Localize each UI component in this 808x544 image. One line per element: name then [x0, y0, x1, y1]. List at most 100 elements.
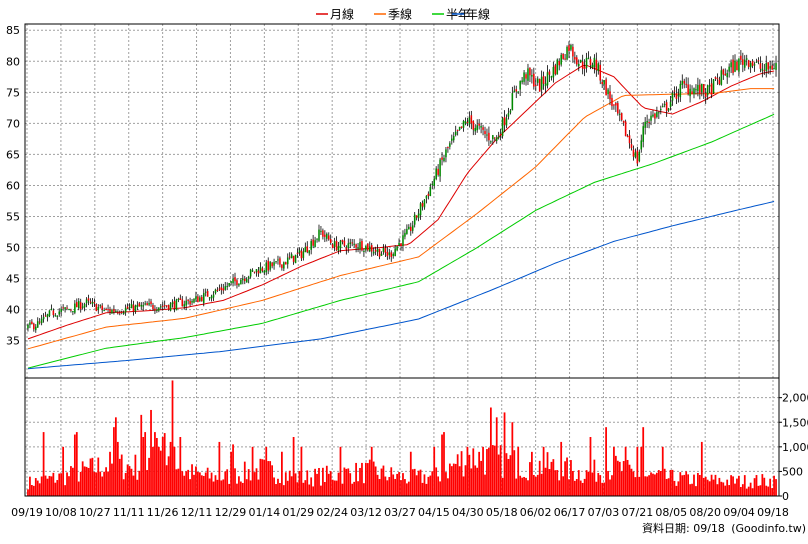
candle-body: [720, 70, 723, 85]
candle-body: [728, 66, 730, 72]
volume-bar: [470, 468, 473, 496]
candle-body: [44, 315, 47, 317]
volume-bar: [374, 466, 377, 496]
volume-bar: [48, 475, 51, 496]
candle-body: [673, 90, 676, 92]
candle-body: [296, 252, 299, 254]
candle-body: [488, 132, 490, 141]
volume-bar: [372, 461, 375, 496]
volume-bar: [749, 482, 752, 496]
candle-body: [490, 141, 492, 143]
candle-body: [326, 233, 328, 239]
candle-body: [349, 242, 352, 245]
volume-bar: [511, 422, 514, 496]
volume-bar: [657, 470, 660, 496]
volume-bar: [589, 437, 592, 496]
candle-body: [456, 129, 459, 131]
volume-tick-label: 1,500: [782, 416, 808, 429]
volume-bar: [554, 470, 557, 496]
volume-bar: [693, 474, 695, 496]
volume-bar: [460, 451, 463, 496]
candle-body: [93, 302, 96, 304]
candle-body: [72, 311, 74, 313]
volume-bar: [269, 461, 272, 496]
volume-bar: [697, 472, 699, 496]
volume-bar: [275, 484, 277, 496]
candle-body: [730, 62, 732, 68]
candle-body: [679, 83, 682, 98]
candle-body: [103, 309, 105, 311]
candle-body: [228, 282, 230, 286]
candle-body: [562, 53, 564, 59]
volume-bar: [433, 446, 436, 496]
volume-bar: [257, 479, 260, 496]
volume-bar: [234, 468, 236, 496]
date-tick-label: 08/05: [655, 506, 687, 519]
volume-bar: [421, 482, 424, 496]
date-tick-label: 09/04: [723, 506, 755, 519]
candle-body: [361, 240, 363, 251]
candle-body: [224, 286, 227, 290]
candle-body: [449, 143, 451, 147]
volume-bar: [288, 470, 291, 496]
volume-bar: [599, 475, 602, 496]
volume-bar: [97, 457, 100, 496]
volume-bar: [197, 471, 199, 496]
volume-bar: [620, 471, 623, 496]
volume-bar: [679, 472, 682, 496]
candle-body: [667, 108, 670, 111]
candle-body: [419, 203, 422, 216]
candle-body: [603, 80, 605, 85]
volume-bar: [568, 479, 570, 496]
candle-body: [753, 64, 756, 66]
candle-body: [187, 299, 189, 301]
candle-body: [46, 314, 49, 318]
volume-bar: [345, 468, 348, 496]
volume-bar: [685, 471, 688, 496]
candle-body: [304, 247, 307, 253]
footer-source: (Goodinfo.tw): [731, 522, 806, 535]
volume-bar: [503, 412, 506, 496]
candle-body: [515, 89, 518, 92]
volume-bar: [394, 478, 397, 496]
candle-body: [771, 65, 773, 70]
volume-bar: [50, 476, 53, 496]
candle-body: [454, 131, 457, 135]
volume-bar: [58, 473, 61, 496]
volume-bar: [284, 472, 287, 496]
candle-body: [761, 68, 764, 71]
candle-body: [169, 303, 172, 311]
candle-body: [85, 299, 88, 304]
volume-bar: [118, 458, 121, 496]
candle-body: [437, 168, 439, 175]
volume-bar: [136, 479, 139, 496]
candle-body: [283, 262, 285, 269]
volume-bar: [181, 471, 184, 496]
candle-body: [331, 244, 334, 248]
ma-line: [27, 113, 775, 369]
candle-body: [290, 254, 293, 259]
candle-body: [277, 259, 279, 261]
volume-bar: [745, 488, 748, 496]
volume-bar: [146, 470, 148, 496]
volume-bar: [81, 461, 84, 496]
volume-bar: [665, 478, 668, 496]
candle-body: [484, 131, 486, 135]
candle-body: [222, 288, 225, 291]
candle-body: [136, 304, 139, 307]
volume-bar: [466, 446, 469, 496]
volume-bar: [339, 446, 342, 496]
candle-body: [759, 63, 762, 69]
volume-bar: [771, 488, 773, 496]
candle-body: [556, 59, 559, 75]
volume-bar: [542, 446, 545, 496]
volume-bar: [60, 473, 63, 496]
candle-body: [242, 278, 244, 281]
volume-tick-label: 500: [782, 465, 803, 478]
candle-body: [529, 67, 531, 76]
volume-bar: [437, 476, 440, 496]
candle-body: [579, 59, 582, 63]
volume-bar: [767, 486, 770, 496]
date-tick-label: 04/30: [452, 506, 484, 519]
